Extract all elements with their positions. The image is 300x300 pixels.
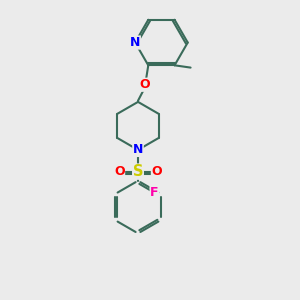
Text: O: O: [152, 165, 162, 178]
Text: S: S: [133, 164, 143, 179]
Text: F: F: [150, 186, 159, 199]
Text: O: O: [140, 78, 150, 91]
Text: O: O: [114, 165, 124, 178]
Text: N: N: [130, 36, 140, 49]
Text: N: N: [133, 143, 143, 156]
